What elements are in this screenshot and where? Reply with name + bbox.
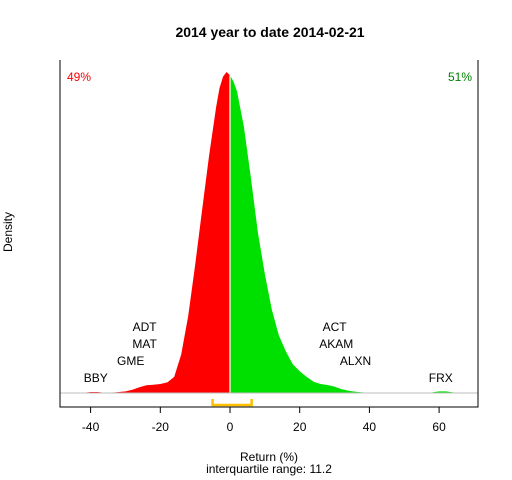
x-tick-label: 0 [227,420,234,434]
annotation-mat: MAT [132,337,157,351]
x-tick-label: 60 [432,420,446,434]
x-tick-label: 20 [293,420,307,434]
iqr-subtitle: interquartile range: 11.2 [206,462,332,476]
annotation-gme: GME [117,354,144,368]
x-axis: -40 -20 0 20 40 60 [82,407,446,434]
right-percentage: 51% [448,70,472,84]
annotation-bby: BBY [84,371,108,385]
x-tick-label: -20 [152,420,170,434]
ticker-annotations: BBY GME MAT ADT ALXN AKAM ACT FRX [84,320,453,385]
negative-return-area [55,72,230,393]
annotation-adt: ADT [133,320,158,334]
density-area [55,72,478,407]
iqr-bracket [211,399,253,407]
y-axis-label: Density [1,212,15,252]
x-tick-label: -40 [82,420,100,434]
annotation-act: ACT [323,320,348,334]
plot-frame [59,60,479,408]
chart-title: 2014 year to date 2014-02-21 [175,24,364,40]
annotation-frx: FRX [429,371,453,385]
annotation-alxn: ALXN [340,354,371,368]
annotation-akam: AKAM [319,337,353,351]
left-percentage: 49% [67,70,91,84]
positive-return-area [230,75,474,393]
x-axis-label: Return (%) [240,450,298,464]
x-tick-label: 40 [363,420,377,434]
